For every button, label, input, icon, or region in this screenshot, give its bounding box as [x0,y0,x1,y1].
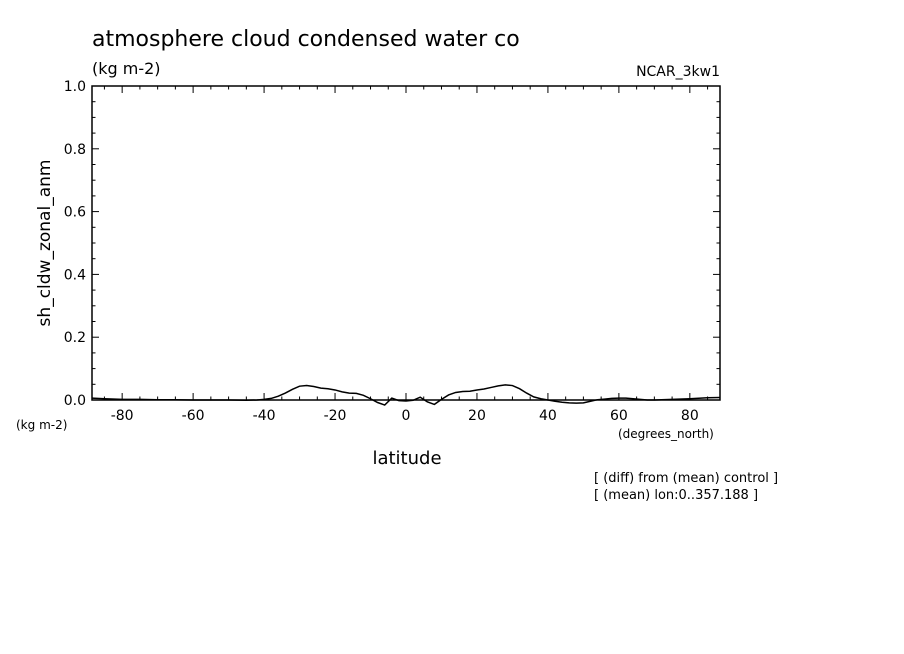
x-tick-label: -80 [111,408,134,424]
y-tick-label: 0.2 [64,330,86,346]
x-tick-label: 40 [539,408,557,424]
x-tick-label: -40 [253,408,276,424]
plot-frame [91,85,721,401]
y-axis-units: (kg m-2) [16,418,67,432]
x-tick-label: -20 [324,408,347,424]
y-tick-label: 1.0 [64,79,86,95]
model-name: NCAR_3kw1 [636,64,720,80]
note-mean: [ (mean) lon:0..357.188 ] [594,488,758,503]
chart-title: atmosphere cloud condensed water co [92,27,520,52]
note-diff: [ (diff) from (mean) control ] [594,471,778,486]
x-axis-label: latitude [372,448,441,469]
chart-units: (kg m-2) [92,59,161,78]
x-axis-ticks: -80 -60 -40 -20 0 20 40 60 80 [103,86,709,424]
series-line [91,384,721,406]
y-tick-label: 0.4 [64,267,86,283]
x-tick-label: 80 [681,408,699,424]
y-tick-label: 0.8 [64,142,86,158]
y-axis-ticks: 0.0 0.2 0.4 0.6 0.8 1.0 [64,79,720,409]
y-axis-label: sh_cldw_zonal_anm [35,160,55,327]
y-tick-label: 0.6 [64,205,86,221]
x-axis-units: (degrees_north) [618,427,714,441]
x-tick-label: 60 [610,408,628,424]
x-tick-label: 0 [402,408,411,424]
x-tick-label: -60 [182,408,205,424]
y-tick-label: 0.0 [64,393,86,409]
x-tick-label: 20 [468,408,486,424]
